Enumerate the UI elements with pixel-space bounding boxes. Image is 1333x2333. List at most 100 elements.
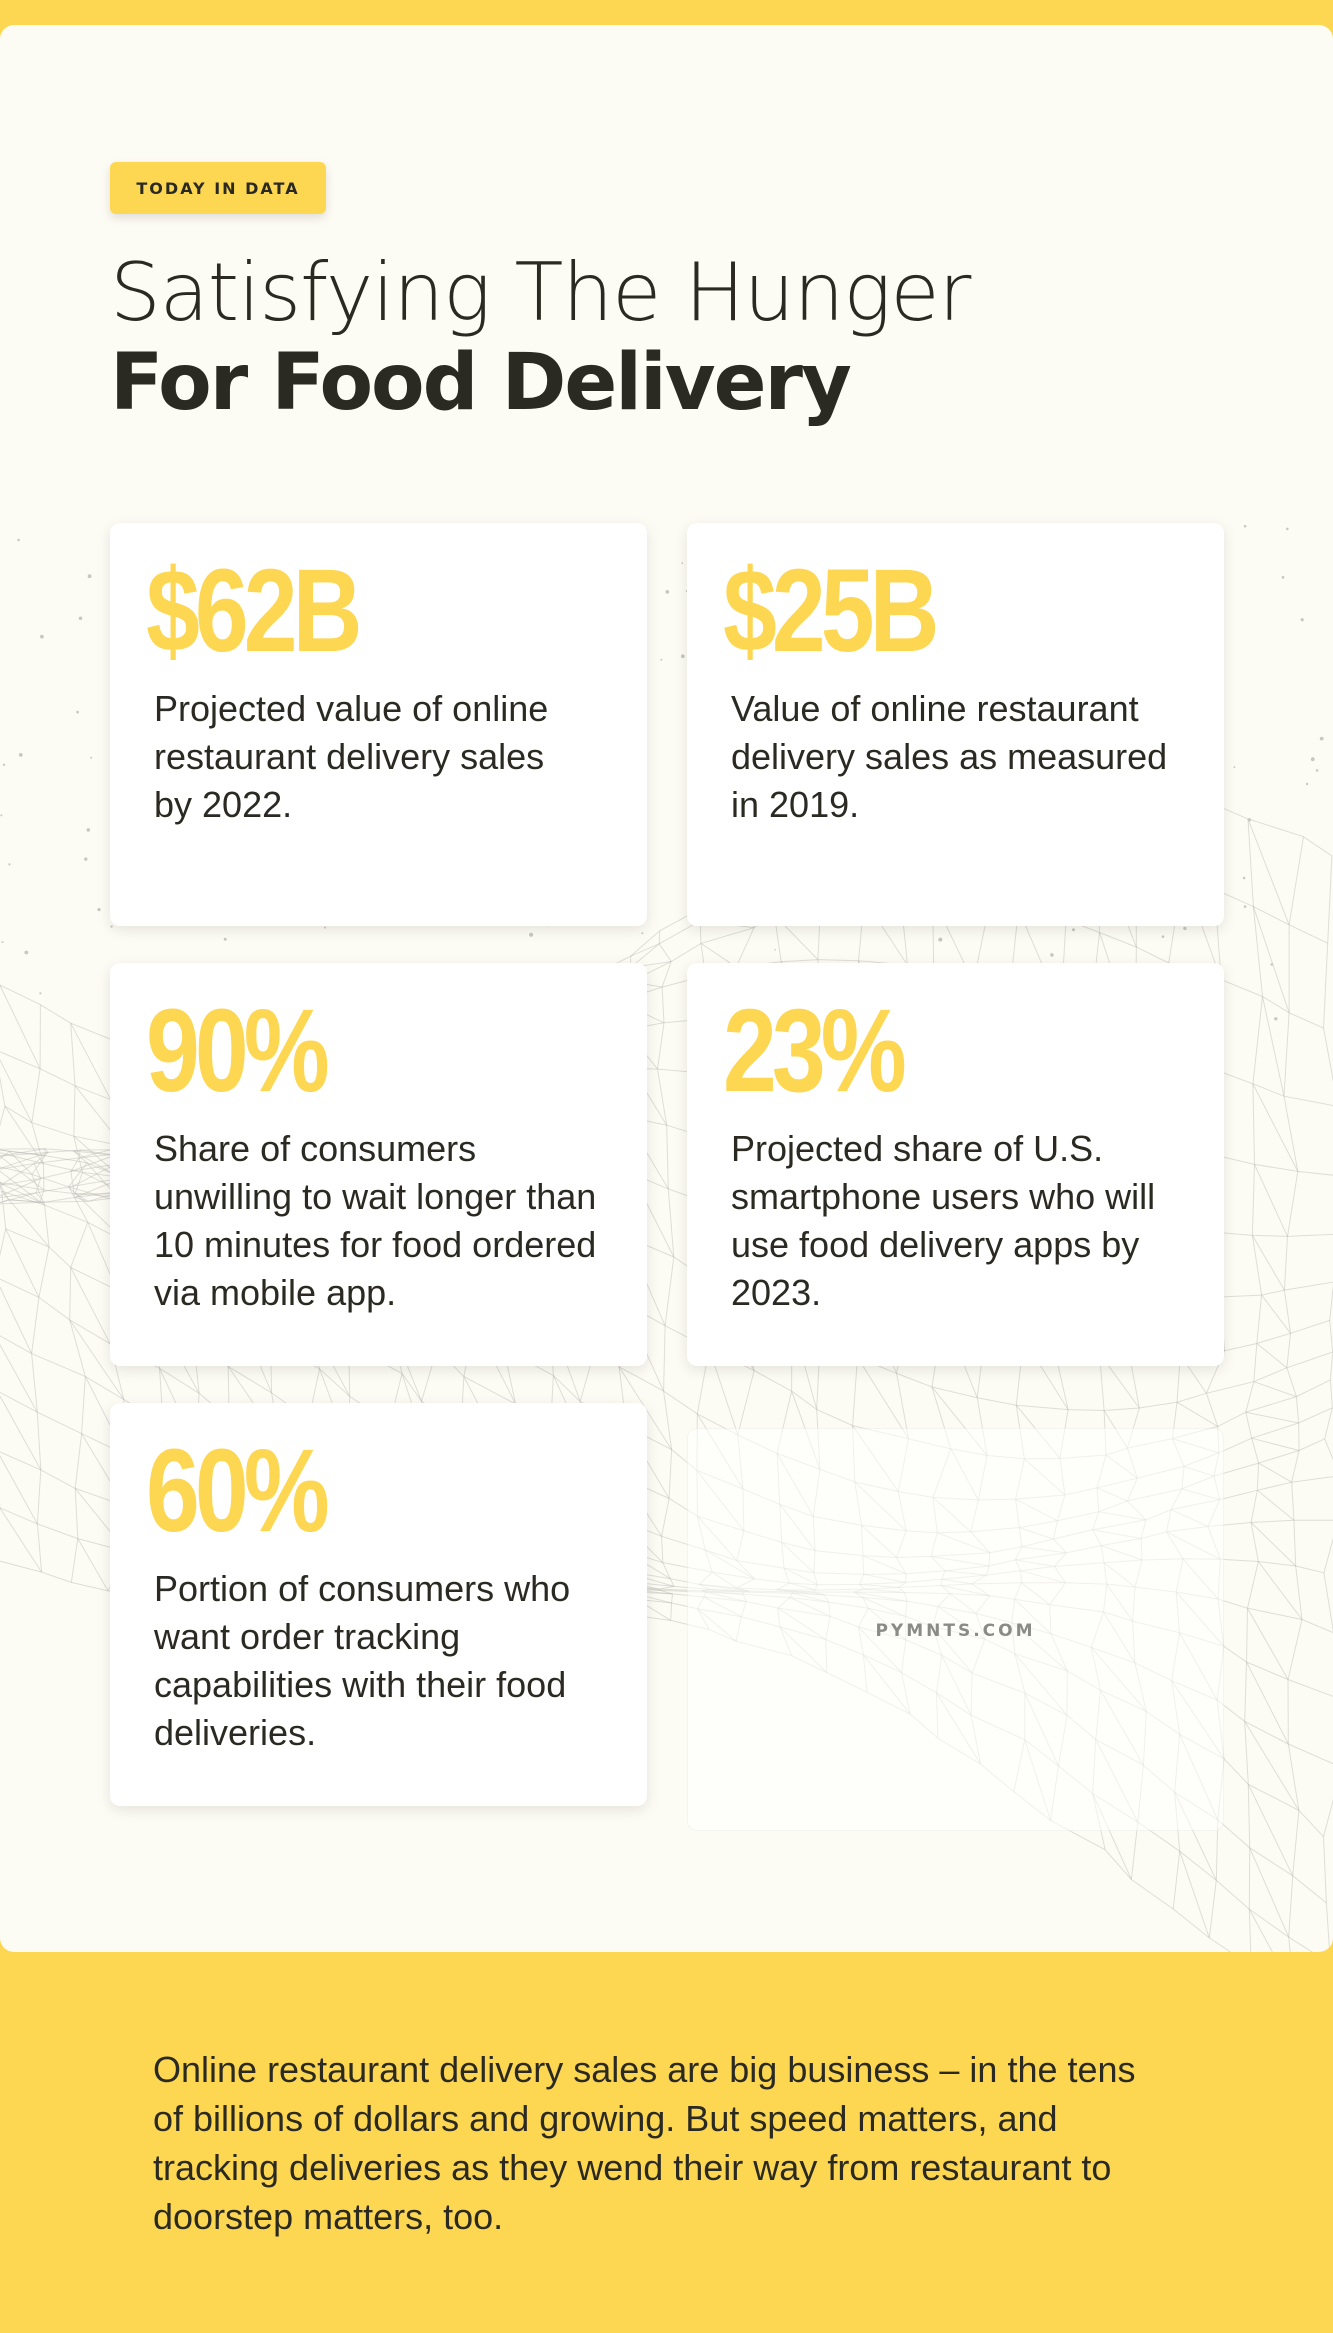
mesh-dot bbox=[90, 756, 93, 759]
stat-value: 90% bbox=[146, 985, 330, 1117]
mesh-line bbox=[0, 1395, 42, 1471]
mesh-line bbox=[1247, 1784, 1294, 1876]
mesh-dot bbox=[8, 863, 11, 866]
mesh-line bbox=[1253, 1381, 1297, 1398]
mesh-line bbox=[0, 1286, 33, 1354]
mesh-line bbox=[5, 1228, 40, 1298]
mesh-dot bbox=[1310, 757, 1315, 762]
stat-card: $62B Projected value of online restauran… bbox=[110, 523, 647, 926]
main-panel: TODAY IN DATA Satisfying The Hunger For … bbox=[0, 25, 1333, 1952]
mesh-dot bbox=[1315, 769, 1319, 772]
mesh-line bbox=[0, 1170, 45, 1206]
mesh-dot bbox=[40, 634, 44, 639]
mesh-dot bbox=[2, 763, 6, 766]
mesh-line bbox=[1262, 996, 1285, 1097]
mesh-line bbox=[1244, 818, 1264, 1952]
mesh-line bbox=[1258, 1462, 1292, 1483]
mesh-dot bbox=[1270, 963, 1274, 966]
stat-card: 90% Share of consumers unwilling to wait… bbox=[110, 963, 647, 1366]
mesh-line bbox=[31, 1004, 50, 1573]
mesh-line bbox=[73, 1150, 113, 1174]
mesh-dot bbox=[1243, 905, 1247, 908]
mesh-line bbox=[69, 1319, 125, 1400]
mesh-dot bbox=[1, 941, 4, 944]
stat-description: Portion of consumers who want order trac… bbox=[154, 1568, 571, 1753]
mesh-line bbox=[0, 1182, 41, 1203]
mesh-line bbox=[1256, 1343, 1288, 1369]
mesh-dot bbox=[18, 753, 23, 757]
mesh-line bbox=[656, 930, 675, 1621]
stat-description: Value of online restaurant delivery sale… bbox=[731, 688, 1168, 825]
mesh-dot bbox=[660, 658, 663, 661]
mesh-dot bbox=[1072, 928, 1075, 932]
mesh-line bbox=[0, 1058, 33, 1123]
mesh-line bbox=[72, 1163, 116, 1187]
mesh-line bbox=[0, 985, 11, 1512]
mesh-line bbox=[1252, 1083, 1299, 1172]
mesh-line bbox=[1252, 906, 1290, 1013]
mesh-line bbox=[1251, 1235, 1285, 1291]
mesh-line bbox=[0, 1192, 37, 1204]
mesh-line bbox=[1247, 1607, 1289, 1680]
mesh-line bbox=[1322, 855, 1333, 1952]
mesh-dot bbox=[938, 937, 943, 942]
mesh-dot bbox=[1300, 618, 1304, 622]
mesh-dot bbox=[1286, 527, 1289, 531]
mesh-dot bbox=[774, 949, 776, 951]
mesh-line bbox=[70, 1267, 111, 1344]
mesh-dot bbox=[1242, 876, 1246, 880]
mesh-dot bbox=[529, 932, 534, 937]
page-title-line-2: For Food Delivery bbox=[110, 338, 852, 428]
stat-value: $62B bbox=[146, 545, 363, 677]
mesh-dot bbox=[681, 562, 684, 564]
today-in-data-tag: TODAY IN DATA bbox=[110, 162, 326, 214]
mesh-dot bbox=[1281, 576, 1285, 579]
mesh-dot bbox=[86, 828, 91, 832]
mesh-dot bbox=[1305, 782, 1309, 786]
mesh-line bbox=[1250, 1522, 1297, 1567]
stat-description: Projected share of U.S. smartphone users… bbox=[731, 1128, 1156, 1313]
mesh-dot bbox=[0, 814, 3, 817]
mesh-line bbox=[0, 1148, 45, 1157]
mesh-line bbox=[77, 1538, 109, 1592]
mesh-dot bbox=[87, 574, 92, 579]
mesh-line bbox=[8, 1199, 45, 1203]
mesh-line bbox=[1257, 1561, 1303, 1620]
mesh-dot bbox=[1233, 766, 1236, 769]
mesh-dot bbox=[76, 710, 79, 714]
brand-logo: PYMNTS.COM bbox=[875, 1621, 1036, 1641]
mesh-line bbox=[68, 1023, 89, 1583]
mesh-line bbox=[8, 1151, 33, 1175]
mesh-line bbox=[1246, 1661, 1289, 1745]
mesh-line bbox=[1256, 1489, 1295, 1521]
mesh-line bbox=[1283, 836, 1304, 1952]
mesh-line bbox=[1, 1190, 50, 1248]
mesh-line bbox=[0, 1343, 38, 1413]
mesh-line bbox=[0, 1163, 35, 1186]
mesh-line bbox=[0, 1507, 43, 1573]
mesh-dot bbox=[324, 926, 327, 929]
mesh-dot bbox=[97, 908, 101, 912]
mesh-line bbox=[4, 1105, 44, 1164]
stat-card: $25B Value of online restaurant delivery… bbox=[687, 523, 1224, 926]
brand-card: PYMNTS.COM bbox=[687, 1428, 1224, 1831]
mesh-dot bbox=[223, 937, 227, 941]
mesh-dot bbox=[1050, 953, 1054, 957]
mesh-line bbox=[0, 1151, 49, 1170]
mesh-line bbox=[1254, 1164, 1288, 1237]
mesh-line bbox=[1244, 1721, 1300, 1811]
page-title-line-1: Satisfying The Hunger bbox=[110, 246, 971, 339]
mesh-line bbox=[1261, 1294, 1291, 1334]
mesh-line bbox=[0, 1178, 41, 1197]
mesh-dot bbox=[1274, 1017, 1278, 1021]
mesh-line bbox=[0, 1149, 46, 1157]
mesh-dot bbox=[1183, 926, 1187, 931]
mesh-line bbox=[1179, 1851, 1210, 1939]
mesh-dot bbox=[641, 932, 644, 935]
mesh-line bbox=[0, 1455, 38, 1525]
mesh-line bbox=[857, 1357, 910, 1440]
mesh-line bbox=[1247, 818, 1290, 925]
mesh-line bbox=[0, 1155, 45, 1191]
mesh-dot bbox=[680, 654, 685, 659]
mesh-dot bbox=[17, 538, 20, 542]
